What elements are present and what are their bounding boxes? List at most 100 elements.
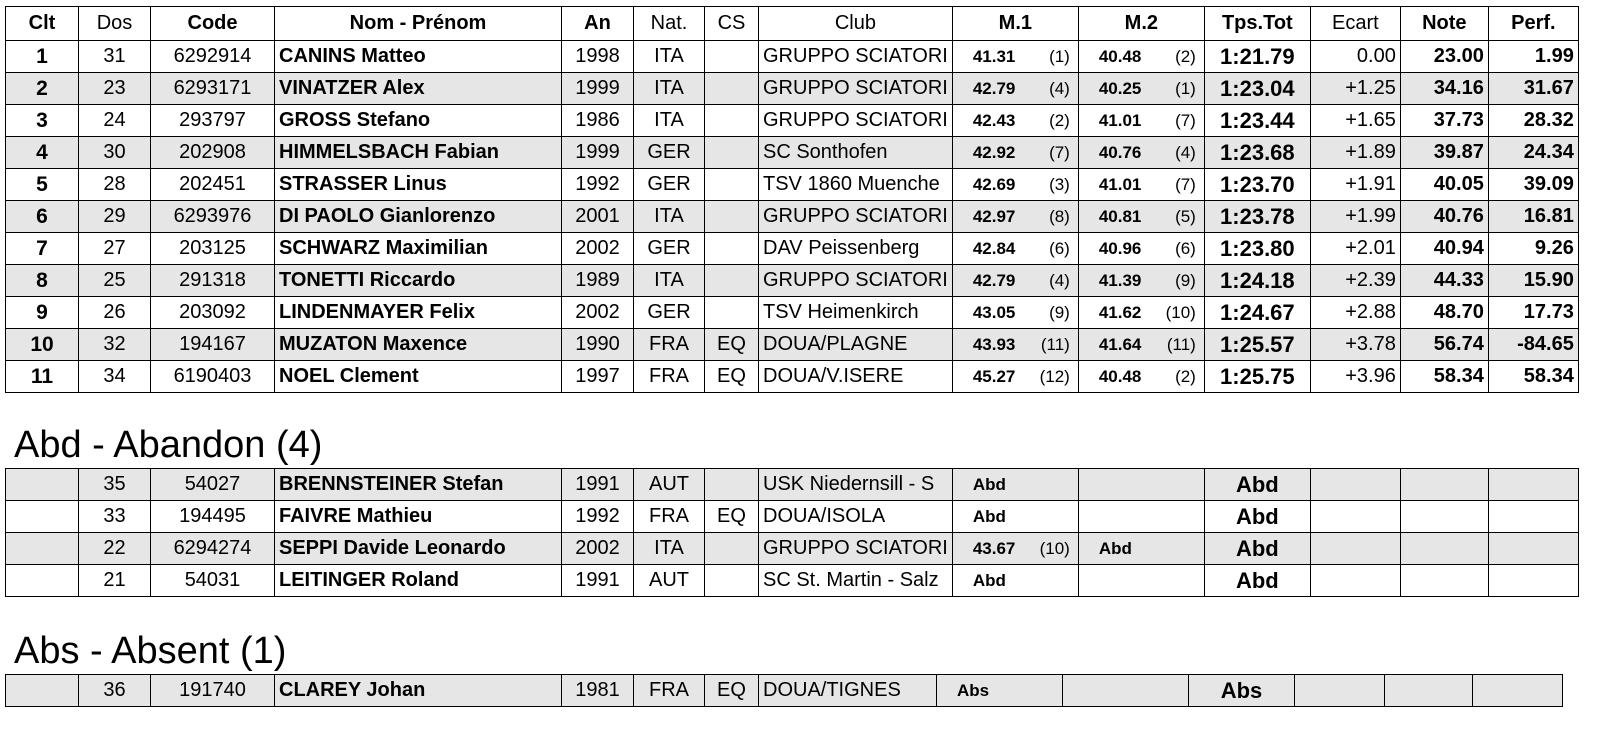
note-cell: 58.34	[1399, 360, 1489, 393]
run1-cell: Abd	[951, 468, 1079, 501]
club-cell: DOUA/TIGNES	[758, 674, 937, 707]
run2-cell-time: 41.01	[1098, 111, 1142, 130]
name-cell: VINATZER Alex	[274, 72, 562, 105]
club-cell: DOUA/PLAGNE	[758, 328, 953, 361]
cs-cell	[704, 264, 759, 297]
nation-cell: GER	[633, 296, 705, 329]
run2-cell-rank: (5)	[1175, 207, 1196, 226]
note-cell: 56.74	[1399, 328, 1489, 361]
run1-cell: 42.92 (7)	[951, 136, 1079, 169]
total-time-cell: 1:23.70	[1203, 168, 1311, 201]
run2-cell-rank: (9)	[1175, 271, 1196, 290]
run2-cell-rank: (6)	[1175, 239, 1196, 258]
note-cell: 40.76	[1399, 200, 1489, 233]
bib-cell: 24	[78, 104, 151, 137]
note-cell: 44.33	[1399, 264, 1489, 297]
rank-cell: 1	[5, 40, 79, 73]
perf-cell	[1487, 564, 1579, 597]
run2-cell	[1077, 500, 1205, 533]
run2-cell-time: 40.48	[1098, 47, 1142, 66]
name-cell: LINDENMAYER Felix	[274, 296, 562, 329]
rank-cell: 3	[5, 104, 79, 137]
run1-cell-rank: (7)	[1049, 143, 1070, 162]
run1-cell-time: 42.92	[972, 143, 1016, 162]
results-table: Clt Dos Code Nom - Prénom An Nat. CS Clu…	[5, 6, 1579, 393]
year-cell: 2002	[561, 532, 634, 565]
code-cell: 6293976	[150, 200, 275, 233]
rank-cell	[5, 468, 79, 501]
year-cell: 1992	[561, 500, 634, 533]
nation-cell: GER	[633, 232, 705, 265]
code-cell: 203125	[150, 232, 275, 265]
code-cell: 54027	[150, 468, 275, 501]
year-cell: 1998	[561, 40, 634, 73]
club-cell: GRUPPO SCIATORI	[758, 72, 953, 105]
table-row: 10 32 194167 MUZATON Maxence 1990 FRA EQ DOUA/P…	[5, 328, 1579, 361]
club-cell: GRUPPO SCIATORI	[758, 40, 953, 73]
code-cell: 194167	[150, 328, 275, 361]
nation-cell: ITA	[633, 264, 705, 297]
note-cell: 37.73	[1399, 104, 1489, 137]
col-note: Note	[1399, 6, 1489, 41]
run1-cell-time: 42.79	[972, 271, 1016, 290]
perf-cell: 1.99	[1487, 40, 1579, 73]
name-cell: NOEL Clement	[274, 360, 562, 393]
year-cell: 1997	[561, 360, 634, 393]
rank-cell	[5, 532, 79, 565]
col-name: Nom - Prénom	[274, 6, 562, 41]
code-cell: 6293171	[150, 72, 275, 105]
gap-cell: +2.01	[1309, 232, 1401, 265]
year-cell: 1981	[561, 674, 634, 707]
total-time-cell: 1:23.04	[1203, 72, 1311, 105]
year-cell: 1991	[561, 468, 634, 501]
total-time-cell: Abd	[1203, 468, 1311, 501]
nation-cell: ITA	[633, 200, 705, 233]
club-cell: USK Niedernsill - S	[758, 468, 953, 501]
name-cell: STRASSER Linus	[274, 168, 562, 201]
run1-cell: 43.93 (11)	[951, 328, 1079, 361]
col-code: Code	[150, 6, 275, 41]
run1-cell: 43.67 (10)	[951, 532, 1079, 565]
gap-cell	[1309, 564, 1401, 597]
total-time-cell: Abd	[1203, 532, 1311, 565]
col-clt: Clt	[5, 6, 79, 41]
run2-cell: 40.76 (4)	[1077, 136, 1205, 169]
run1-cell-time: 42.43	[972, 111, 1016, 130]
perf-cell: 28.32	[1487, 104, 1579, 137]
run1-cell-rank: (6)	[1049, 239, 1070, 258]
bib-cell: 30	[78, 136, 151, 169]
run1-cell-rank: (4)	[1049, 79, 1070, 98]
code-cell: 191740	[150, 674, 275, 707]
run1-cell-time: 42.84	[972, 239, 1016, 258]
run2-cell-time: 40.25	[1098, 79, 1142, 98]
run1-cell: 43.05 (9)	[951, 296, 1079, 329]
run2-cell: 41.64 (11)	[1077, 328, 1205, 361]
nation-cell: FRA	[633, 500, 705, 533]
run1-cell: 42.79 (4)	[951, 72, 1079, 105]
code-cell: 6292914	[150, 40, 275, 73]
run2-cell-rank: (2)	[1175, 47, 1196, 66]
note-cell	[1399, 468, 1489, 501]
run2-cell: 40.48 (2)	[1077, 40, 1205, 73]
run1-cell-rank: (3)	[1049, 175, 1070, 194]
run1-cell-time: Abd	[972, 571, 1006, 590]
cs-cell	[704, 468, 759, 501]
note-cell: 40.05	[1399, 168, 1489, 201]
cs-cell: EQ	[704, 500, 759, 533]
name-cell: HIMMELSBACH Fabian	[274, 136, 562, 169]
table-row: 35 54027 BRENNSTEINER Stefan 1991 AUT USK Nie…	[5, 468, 1579, 501]
nation-cell: AUT	[633, 468, 705, 501]
table-row: 4 30 202908 HIMMELSBACH Fabian 1999 GER SC Son…	[5, 136, 1579, 169]
rank-cell	[5, 564, 79, 597]
rank-cell	[5, 674, 79, 707]
bib-cell: 31	[78, 40, 151, 73]
year-cell: 1989	[561, 264, 634, 297]
run2-cell	[1077, 564, 1205, 597]
total-time-cell: Abd	[1203, 500, 1311, 533]
perf-cell: 24.34	[1487, 136, 1579, 169]
col-club: Club	[758, 6, 953, 41]
run2-cell: 41.62 (10)	[1077, 296, 1205, 329]
rank-cell: 2	[5, 72, 79, 105]
run1-cell-time: Abs	[957, 681, 990, 700]
run2-cell: Abd	[1077, 532, 1205, 565]
